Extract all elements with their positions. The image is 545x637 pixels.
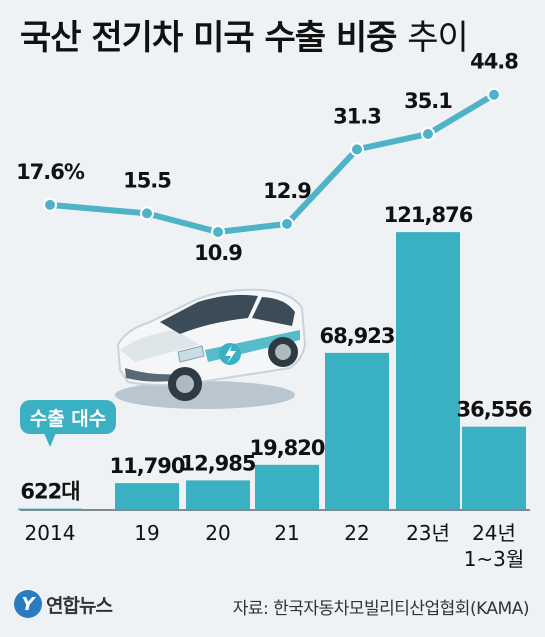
bar-4 bbox=[325, 352, 389, 510]
line-point-1 bbox=[140, 206, 154, 221]
x-tick-label-5: 23년 bbox=[406, 521, 450, 545]
bar-label-0: 622대 bbox=[20, 480, 79, 504]
x-tick-label-4: 22 bbox=[344, 521, 369, 545]
bar-label-5: 121,876 bbox=[384, 203, 473, 227]
bar-5 bbox=[396, 232, 460, 510]
legend-badge: 수출 대수 bbox=[20, 400, 116, 434]
line-point-3 bbox=[280, 216, 294, 231]
x-tick-label-0: 2014 bbox=[25, 521, 76, 545]
line-label-4: 31.3 bbox=[333, 104, 381, 128]
x-tick-label-2: 20 bbox=[205, 521, 230, 545]
bar-label-1: 11,790 bbox=[109, 454, 184, 478]
x-tick-label-3: 21 bbox=[274, 521, 299, 545]
line-label-3: 12.9 bbox=[263, 179, 311, 203]
bar-3 bbox=[255, 464, 319, 510]
line-label-1: 15.5 bbox=[123, 168, 171, 192]
bar-1 bbox=[115, 483, 179, 510]
line-point-0 bbox=[43, 197, 57, 212]
bar-label-3: 19,820 bbox=[249, 436, 324, 460]
legend-badge-pointer bbox=[44, 433, 56, 447]
bar-2 bbox=[186, 480, 250, 510]
line-point-2 bbox=[211, 225, 225, 239]
electric-car-icon bbox=[115, 288, 307, 409]
line-point-5 bbox=[421, 126, 435, 141]
x-tick-label-6: 24년 1~3월 bbox=[464, 521, 525, 571]
line-label-5: 35.1 bbox=[404, 89, 452, 113]
legend-badge-label: 수출 대수 bbox=[29, 407, 107, 430]
line-label-2: 10.9 bbox=[194, 241, 242, 265]
line-point-6 bbox=[487, 87, 501, 102]
footer: Y 연합뉴스 자료: 한국자동차모빌리티산업협회(KAMA) bbox=[0, 580, 545, 637]
chart-title-main: 국산 전기차 미국 수출 비중 bbox=[20, 18, 397, 58]
bar-label-6: 36,556 bbox=[456, 398, 531, 422]
line-label-6: 44.8 bbox=[470, 50, 518, 74]
logo-text: 연합뉴스 bbox=[46, 594, 113, 617]
chart-title: 국산 전기차 미국 수출 비중 추이 bbox=[20, 10, 469, 59]
x-tick-label-1: 19 bbox=[134, 521, 159, 545]
bar-label-2: 12,985 bbox=[180, 451, 255, 475]
line-point-4 bbox=[350, 142, 364, 157]
line-label-0: 17.6% bbox=[16, 160, 85, 184]
chart-title-suffix: 추이 bbox=[407, 18, 469, 58]
logo-mark-icon: Y bbox=[14, 590, 42, 618]
publisher-logo: Y 연합뉴스 bbox=[14, 590, 113, 618]
source-credit: 자료: 한국자동차모빌리티산업협회(KAMA) bbox=[232, 599, 530, 619]
bar-6 bbox=[462, 426, 526, 510]
bar-label-4: 68,923 bbox=[319, 324, 394, 348]
